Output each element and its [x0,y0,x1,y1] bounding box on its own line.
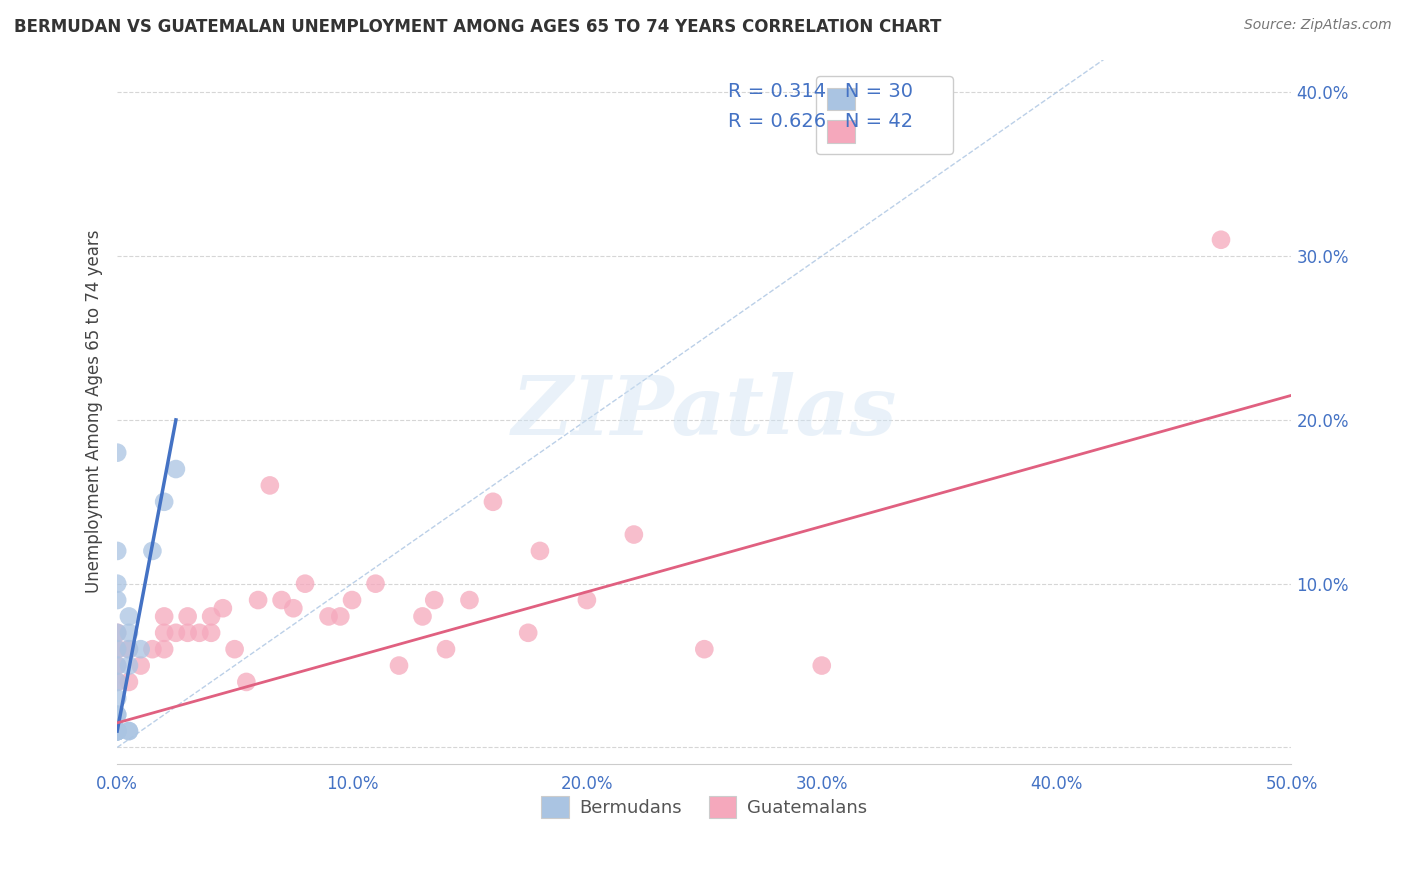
Point [105,724,128,739]
Point [575,593,598,607]
Point [434,642,457,657]
Text: Source: ZipAtlas.com: Source: ZipAtlas.com [1244,18,1392,32]
Point [693,642,716,657]
Point [153,625,176,640]
Text: R = 0.626   N = 42: R = 0.626 N = 42 [728,112,912,131]
Point [105,642,128,657]
Point [411,609,433,624]
Point [318,609,340,624]
Point [129,642,152,657]
Point [105,675,128,690]
Point [105,707,128,722]
Point [165,462,187,476]
Point [105,724,128,739]
Point [118,675,141,690]
Point [118,642,141,657]
Point [165,625,187,640]
Point [129,658,152,673]
Point [105,576,128,591]
Point [212,601,235,615]
Point [153,495,176,509]
Point [105,658,128,673]
Point [529,544,551,558]
Text: ZIPatlas: ZIPatlas [512,372,897,451]
Point [482,495,505,509]
Point [118,724,141,739]
Point [105,593,128,607]
Point [283,601,305,615]
Point [176,625,198,640]
Point [340,593,363,607]
Point [270,593,292,607]
Point [105,691,128,706]
Point [329,609,352,624]
Point [200,609,222,624]
Point [517,625,540,640]
Y-axis label: Unemployment Among Ages 65 to 74 years: Unemployment Among Ages 65 to 74 years [86,230,103,593]
Point [105,625,128,640]
Point [364,576,387,591]
Point [105,707,128,722]
Point [810,658,832,673]
Point [118,625,141,640]
Text: R = 0.314   N = 30: R = 0.314 N = 30 [728,82,912,101]
Point [141,544,163,558]
Point [153,642,176,657]
Point [141,642,163,657]
Point [118,609,141,624]
Point [458,593,481,607]
Point [259,478,281,492]
Point [105,724,128,739]
Point [294,576,316,591]
Text: BERMUDAN VS GUATEMALAN UNEMPLOYMENT AMONG AGES 65 TO 74 YEARS CORRELATION CHART: BERMUDAN VS GUATEMALAN UNEMPLOYMENT AMON… [14,18,942,36]
Point [188,625,211,640]
Point [623,527,645,541]
Point [235,675,257,690]
Point [118,642,141,657]
Point [247,593,270,607]
Point [118,658,141,673]
Point [105,724,128,739]
Point [105,724,128,739]
Point [423,593,446,607]
Point [105,544,128,558]
Point [105,445,128,459]
Point [105,724,128,739]
Point [105,724,128,739]
Point [1209,233,1232,247]
Point [105,724,128,739]
Point [118,724,141,739]
Point [105,658,128,673]
Point [200,625,222,640]
Point [105,625,128,640]
Point [388,658,411,673]
Legend: Bermudans, Guatemalans: Bermudans, Guatemalans [534,789,875,825]
Point [176,609,198,624]
Point [105,675,128,690]
Point [105,642,128,657]
Point [105,724,128,739]
Point [224,642,246,657]
Point [153,609,176,624]
